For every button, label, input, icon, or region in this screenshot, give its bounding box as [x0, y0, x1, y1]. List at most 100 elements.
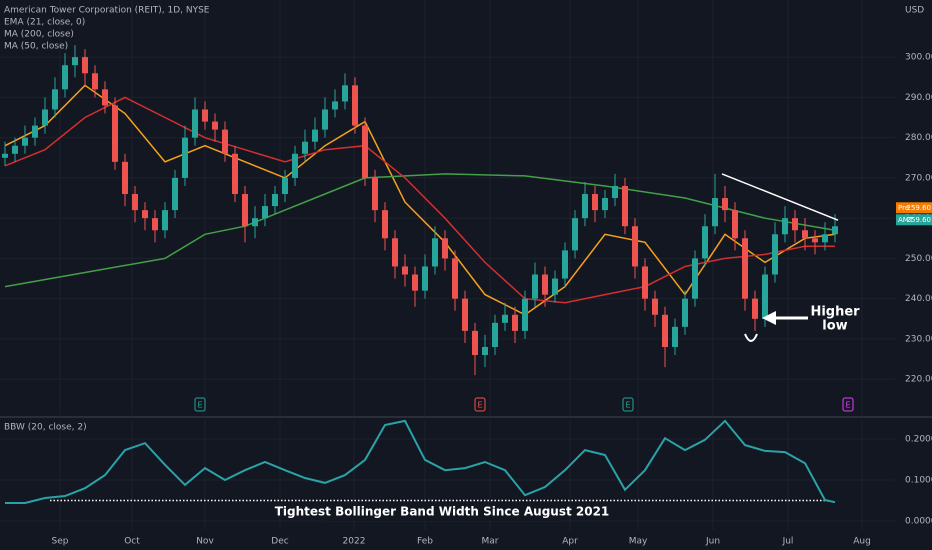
- badge-label: Pre: [898, 204, 909, 212]
- y-tick-label: 270.00: [905, 173, 932, 183]
- candle-body: [732, 210, 738, 239]
- candle-body: [132, 194, 138, 211]
- candle-body: [252, 218, 258, 227]
- candle-body: [2, 153, 8, 158]
- candle-body: [422, 266, 428, 291]
- candle-body: [292, 153, 298, 178]
- candle-body: [212, 121, 218, 130]
- candle-body: [322, 109, 328, 130]
- x-tick-label: Mar: [482, 537, 499, 547]
- marks: [2, 45, 838, 504]
- legend-entry: MA (200, close): [4, 30, 74, 40]
- candle-body: [712, 198, 718, 227]
- y-tick-label: 280.00: [905, 133, 932, 143]
- curve: [744, 333, 758, 342]
- price-badge: [896, 202, 932, 214]
- candle-body: [92, 73, 98, 90]
- candle-body: [542, 274, 548, 295]
- candle-body: [592, 194, 598, 211]
- x-tick-label: Apr: [562, 537, 578, 547]
- candle-body: [392, 238, 398, 267]
- candle-body: [622, 185, 628, 227]
- annotation: Tightest Bollinger Band Width Since Augu…: [275, 505, 610, 519]
- candle-body: [112, 105, 118, 162]
- candle-body: [182, 137, 188, 178]
- annotation: low: [822, 319, 847, 334]
- candle-body: [242, 194, 248, 227]
- y-tick-label: 290.00: [905, 93, 932, 103]
- candle-body: [492, 322, 498, 347]
- candle-body: [762, 274, 768, 319]
- earnings-label: E: [197, 401, 202, 410]
- candle-body: [802, 230, 808, 239]
- earnings-marker: [474, 397, 486, 412]
- candle-body: [442, 238, 448, 259]
- candle-body: [512, 314, 518, 331]
- earnings-label: E: [845, 401, 850, 410]
- candle-body: [752, 298, 758, 319]
- candle-body: [82, 57, 88, 74]
- candle-body: [582, 194, 588, 219]
- candle-body: [552, 278, 558, 295]
- candle-body: [22, 137, 28, 146]
- candle-body: [102, 89, 108, 106]
- y-tick-label: 230.00: [905, 334, 932, 344]
- x-tick-label: Feb: [417, 537, 433, 547]
- y-tick-label: 240.00: [905, 294, 932, 304]
- candle-body: [722, 198, 728, 211]
- candle-body: [612, 185, 618, 199]
- trendline: [721, 173, 839, 221]
- candle-body: [302, 141, 308, 154]
- y-tick-label: 250.00: [905, 254, 932, 264]
- candle-body: [312, 129, 318, 142]
- x-tick-label: Sep: [52, 537, 69, 547]
- candle-body: [792, 218, 798, 231]
- candle-body: [402, 266, 408, 275]
- candle-body: [782, 218, 788, 235]
- badge-value: 259.60: [907, 204, 932, 212]
- candle-body: [122, 161, 128, 195]
- candle-body: [652, 298, 658, 315]
- candle-body: [262, 206, 268, 219]
- bbw-title: BBW (20, close, 2): [4, 423, 87, 433]
- bbw-line: [5, 419, 836, 504]
- candle-body: [532, 274, 538, 299]
- price-badge: [896, 214, 932, 226]
- candle-body: [822, 234, 828, 243]
- candle-body: [32, 125, 38, 138]
- badge-value: 259.60: [907, 216, 932, 224]
- arrow-head: [762, 311, 776, 325]
- y-tick-label: 300.00: [905, 53, 932, 63]
- x-tick-label: Aug: [853, 537, 871, 547]
- candle-body: [62, 65, 68, 90]
- annotation-bg: [325, 503, 560, 521]
- candle-body: [692, 258, 698, 299]
- legend-entry: EMA (21, close, 0): [4, 18, 85, 28]
- candle-body: [232, 153, 238, 195]
- candle-body: [352, 85, 358, 126]
- candle-body: [432, 238, 438, 267]
- candle-body: [632, 226, 638, 267]
- candle-body: [202, 109, 208, 122]
- y-tick-label: 220.00: [905, 375, 932, 385]
- y-tick-label: 0.2000: [905, 434, 932, 444]
- candle-body: [72, 57, 78, 66]
- candle-body: [192, 109, 198, 138]
- candle-body: [702, 226, 708, 259]
- candle-body: [152, 218, 158, 231]
- badge-label: AMT: [898, 216, 914, 224]
- candle-body: [832, 226, 838, 235]
- candle-body: [772, 234, 778, 275]
- candle-body: [472, 330, 478, 356]
- candle-body: [662, 314, 668, 347]
- currency: USD: [905, 6, 924, 16]
- earnings-label: E: [477, 401, 482, 410]
- candle-body: [562, 250, 568, 279]
- candle-body: [222, 129, 228, 154]
- candle-body: [332, 101, 338, 110]
- x-tick-label: Oct: [124, 537, 140, 547]
- earnings-marker: [194, 397, 206, 412]
- x-tick-label: Jul: [782, 537, 794, 547]
- candle-body: [742, 238, 748, 299]
- candle-body: [642, 266, 648, 299]
